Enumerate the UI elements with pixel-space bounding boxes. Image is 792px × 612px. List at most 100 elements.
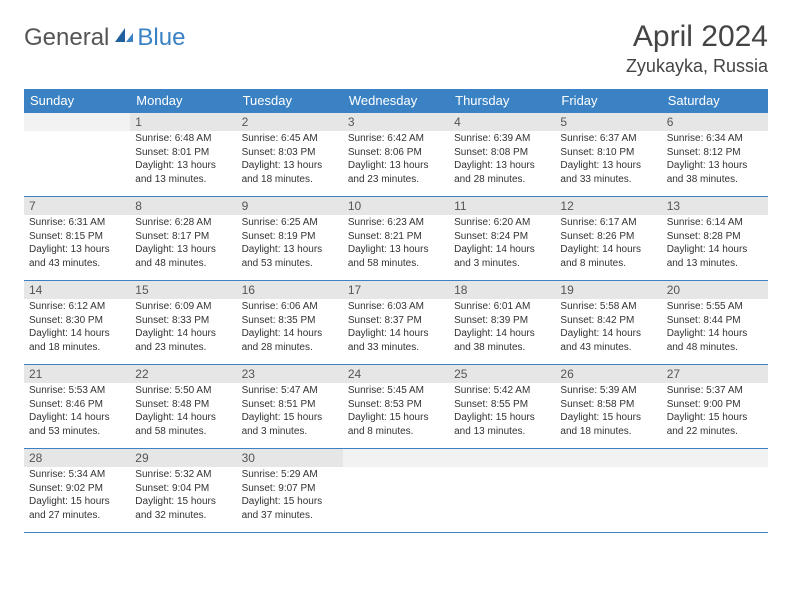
calendar-cell [555, 449, 661, 533]
day-details: Sunrise: 5:58 AMSunset: 8:42 PMDaylight:… [555, 299, 661, 357]
calendar-cell: 9Sunrise: 6:25 AMSunset: 8:19 PMDaylight… [237, 197, 343, 281]
day-detail-line: Daylight: 14 hours and 23 minutes. [135, 327, 231, 354]
title-block: April 2024 Zyukayka, Russia [626, 20, 768, 77]
day-number: 16 [237, 281, 343, 299]
header: General Blue April 2024 Zyukayka, Russia [24, 20, 768, 77]
day-details: Sunrise: 6:12 AMSunset: 8:30 PMDaylight:… [24, 299, 130, 357]
day-detail-line: Daylight: 15 hours and 37 minutes. [242, 495, 338, 522]
day-details: Sunrise: 6:28 AMSunset: 8:17 PMDaylight:… [130, 215, 236, 273]
day-detail-line: Sunset: 8:03 PM [242, 146, 338, 160]
day-detail-line: Sunset: 8:17 PM [135, 230, 231, 244]
day-details: Sunrise: 5:34 AMSunset: 9:02 PMDaylight:… [24, 467, 130, 525]
day-details: Sunrise: 5:55 AMSunset: 8:44 PMDaylight:… [662, 299, 768, 357]
day-detail-line: Daylight: 14 hours and 38 minutes. [454, 327, 550, 354]
day-detail-line: Sunrise: 6:20 AM [454, 216, 550, 230]
calendar-cell: 2Sunrise: 6:45 AMSunset: 8:03 PMDaylight… [237, 113, 343, 197]
day-detail-line: Sunset: 8:58 PM [560, 398, 656, 412]
day-detail-line: Sunrise: 5:53 AM [29, 384, 125, 398]
day-details: Sunrise: 5:37 AMSunset: 9:00 PMDaylight:… [662, 383, 768, 441]
calendar-cell: 23Sunrise: 5:47 AMSunset: 8:51 PMDayligh… [237, 365, 343, 449]
weekday-header: Friday [555, 89, 661, 113]
day-detail-line: Sunset: 8:44 PM [667, 314, 763, 328]
calendar-cell: 3Sunrise: 6:42 AMSunset: 8:06 PMDaylight… [343, 113, 449, 197]
month-title: April 2024 [626, 20, 768, 54]
calendar-cell: 27Sunrise: 5:37 AMSunset: 9:00 PMDayligh… [662, 365, 768, 449]
day-number: 14 [24, 281, 130, 299]
day-detail-line: Daylight: 14 hours and 48 minutes. [667, 327, 763, 354]
day-number: 27 [662, 365, 768, 383]
day-number: 19 [555, 281, 661, 299]
day-details: Sunrise: 6:01 AMSunset: 8:39 PMDaylight:… [449, 299, 555, 357]
day-detail-line: Sunset: 8:55 PM [454, 398, 550, 412]
day-number: 3 [343, 113, 449, 131]
day-details: Sunrise: 5:32 AMSunset: 9:04 PMDaylight:… [130, 467, 236, 525]
day-detail-line: Daylight: 15 hours and 32 minutes. [135, 495, 231, 522]
day-detail-line: Daylight: 13 hours and 58 minutes. [348, 243, 444, 270]
day-number: 8 [130, 197, 236, 215]
day-number: 2 [237, 113, 343, 131]
day-detail-line: Daylight: 14 hours and 33 minutes. [348, 327, 444, 354]
calendar-cell: 4Sunrise: 6:39 AMSunset: 8:08 PMDaylight… [449, 113, 555, 197]
day-detail-line: Sunset: 8:28 PM [667, 230, 763, 244]
day-details: Sunrise: 5:47 AMSunset: 8:51 PMDaylight:… [237, 383, 343, 441]
day-details: Sunrise: 6:25 AMSunset: 8:19 PMDaylight:… [237, 215, 343, 273]
calendar-week-row: 7Sunrise: 6:31 AMSunset: 8:15 PMDaylight… [24, 197, 768, 281]
day-detail-line: Sunset: 8:39 PM [454, 314, 550, 328]
day-details: Sunrise: 6:09 AMSunset: 8:33 PMDaylight:… [130, 299, 236, 357]
weekday-header: Tuesday [237, 89, 343, 113]
day-number: 21 [24, 365, 130, 383]
logo-text-blue: Blue [137, 24, 185, 52]
weekday-header: Thursday [449, 89, 555, 113]
calendar-week-row: 28Sunrise: 5:34 AMSunset: 9:02 PMDayligh… [24, 449, 768, 533]
day-detail-line: Daylight: 14 hours and 8 minutes. [560, 243, 656, 270]
day-detail-line: Sunrise: 6:42 AM [348, 132, 444, 146]
day-number: 20 [662, 281, 768, 299]
day-detail-line: Daylight: 14 hours and 13 minutes. [667, 243, 763, 270]
day-detail-line: Daylight: 14 hours and 58 minutes. [135, 411, 231, 438]
calendar-cell: 17Sunrise: 6:03 AMSunset: 8:37 PMDayligh… [343, 281, 449, 365]
day-detail-line: Sunrise: 6:03 AM [348, 300, 444, 314]
day-number [343, 449, 449, 467]
logo: General Blue [24, 24, 185, 52]
day-detail-line: Sunrise: 5:34 AM [29, 468, 125, 482]
day-detail-line: Daylight: 14 hours and 43 minutes. [560, 327, 656, 354]
weekday-header: Monday [130, 89, 236, 113]
day-number [449, 449, 555, 467]
day-detail-line: Daylight: 13 hours and 38 minutes. [667, 159, 763, 186]
day-detail-line: Sunrise: 5:37 AM [667, 384, 763, 398]
calendar-cell [662, 449, 768, 533]
calendar-week-row: 1Sunrise: 6:48 AMSunset: 8:01 PMDaylight… [24, 113, 768, 197]
calendar-cell: 22Sunrise: 5:50 AMSunset: 8:48 PMDayligh… [130, 365, 236, 449]
calendar-cell: 6Sunrise: 6:34 AMSunset: 8:12 PMDaylight… [662, 113, 768, 197]
day-detail-line: Sunrise: 6:25 AM [242, 216, 338, 230]
day-detail-line: Sunrise: 5:45 AM [348, 384, 444, 398]
calendar-header-row: Sunday Monday Tuesday Wednesday Thursday… [24, 89, 768, 113]
day-detail-line: Daylight: 13 hours and 43 minutes. [29, 243, 125, 270]
calendar-cell: 16Sunrise: 6:06 AMSunset: 8:35 PMDayligh… [237, 281, 343, 365]
day-detail-line: Sunset: 8:19 PM [242, 230, 338, 244]
day-detail-line: Sunrise: 6:01 AM [454, 300, 550, 314]
day-detail-line: Sunset: 8:51 PM [242, 398, 338, 412]
day-detail-line: Sunrise: 6:39 AM [454, 132, 550, 146]
day-detail-line: Sunset: 8:06 PM [348, 146, 444, 160]
day-detail-line: Sunset: 9:00 PM [667, 398, 763, 412]
day-details: Sunrise: 6:42 AMSunset: 8:06 PMDaylight:… [343, 131, 449, 189]
day-detail-line: Sunset: 8:12 PM [667, 146, 763, 160]
calendar-cell: 30Sunrise: 5:29 AMSunset: 9:07 PMDayligh… [237, 449, 343, 533]
day-detail-line: Sunset: 9:07 PM [242, 482, 338, 496]
day-details: Sunrise: 6:48 AMSunset: 8:01 PMDaylight:… [130, 131, 236, 189]
day-number: 23 [237, 365, 343, 383]
day-detail-line: Sunset: 8:24 PM [454, 230, 550, 244]
calendar-cell: 26Sunrise: 5:39 AMSunset: 8:58 PMDayligh… [555, 365, 661, 449]
day-detail-line: Sunrise: 6:28 AM [135, 216, 231, 230]
day-number: 1 [130, 113, 236, 131]
day-number: 24 [343, 365, 449, 383]
day-number: 12 [555, 197, 661, 215]
day-number: 15 [130, 281, 236, 299]
day-detail-line: Sunset: 8:37 PM [348, 314, 444, 328]
day-number: 17 [343, 281, 449, 299]
logo-sail-icon [113, 26, 135, 49]
day-detail-line: Daylight: 13 hours and 28 minutes. [454, 159, 550, 186]
day-details: Sunrise: 6:23 AMSunset: 8:21 PMDaylight:… [343, 215, 449, 273]
weekday-header: Saturday [662, 89, 768, 113]
